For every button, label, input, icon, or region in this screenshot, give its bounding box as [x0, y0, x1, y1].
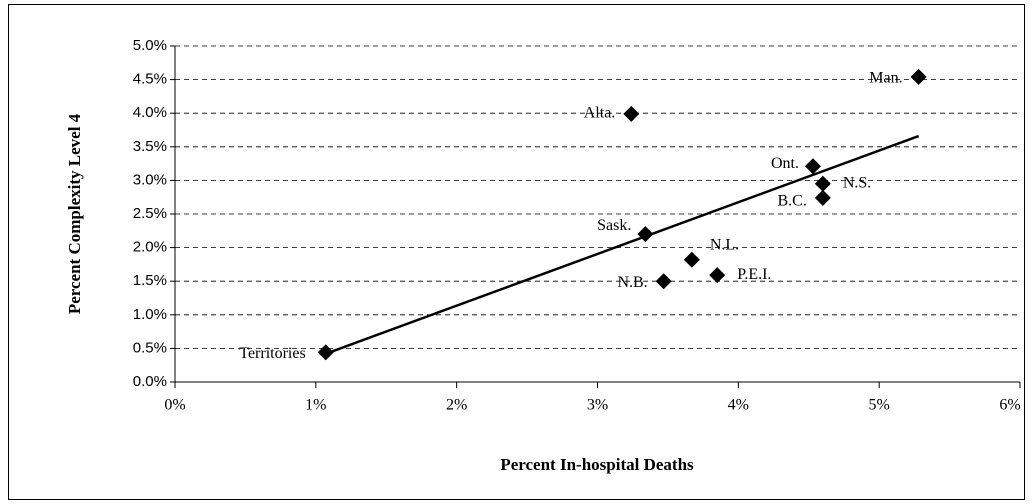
y-tick-label: 3.5%: [133, 138, 167, 155]
y-tick-label: 4.0%: [133, 104, 167, 121]
y-tick-label: 2.5%: [133, 205, 167, 222]
data-point: [655, 273, 672, 290]
y-tick-label: 2.0%: [133, 239, 167, 256]
x-axis-label: Percent In-hospital Deaths: [500, 455, 694, 474]
x-tick-label: 3%: [587, 397, 608, 414]
x-tick-label: 4%: [728, 397, 749, 414]
point-label: N.S.: [843, 174, 871, 191]
data-point: [804, 158, 821, 175]
point-label: Ont.: [771, 155, 799, 172]
trendline: [325, 134, 920, 355]
data-point: [637, 226, 654, 243]
point-label: Sask.: [597, 217, 631, 234]
y-tick-label: 3.0%: [133, 171, 167, 188]
point-label: Territories: [239, 345, 305, 362]
x-tick-label: 1%: [305, 397, 326, 414]
data-point: [683, 251, 700, 268]
point-label: P.E.I.: [737, 266, 771, 283]
y-tick-label: 0.5%: [133, 339, 167, 356]
point-label: B.C.: [777, 193, 806, 210]
x-tick-label: 5%: [869, 397, 890, 414]
data-point: [814, 175, 831, 192]
y-tick-label: 4.5%: [133, 71, 167, 88]
point-label: N.L.: [710, 236, 739, 253]
data-point: [910, 68, 927, 85]
y-tick-label: 1.0%: [133, 306, 167, 323]
data-point: [623, 105, 640, 122]
chart-border: [8, 4, 1025, 500]
data-point: [814, 189, 831, 206]
x-tick-label: 0%: [164, 397, 185, 414]
y-tick-label: 5.0%: [133, 37, 167, 54]
x-tick-label: 2%: [446, 397, 467, 414]
point-label: Man.: [869, 70, 902, 87]
point-label: Alta.: [584, 105, 616, 122]
data-point: [317, 344, 334, 361]
y-tick-label: 1.5%: [133, 272, 167, 289]
point-label: N.B.: [617, 274, 647, 291]
x-tick-label: 6%: [999, 397, 1020, 414]
data-point: [709, 267, 726, 284]
y-axis-label: Percent Complexity Level 4: [65, 113, 84, 314]
y-tick-label: 0.0%: [133, 373, 167, 390]
